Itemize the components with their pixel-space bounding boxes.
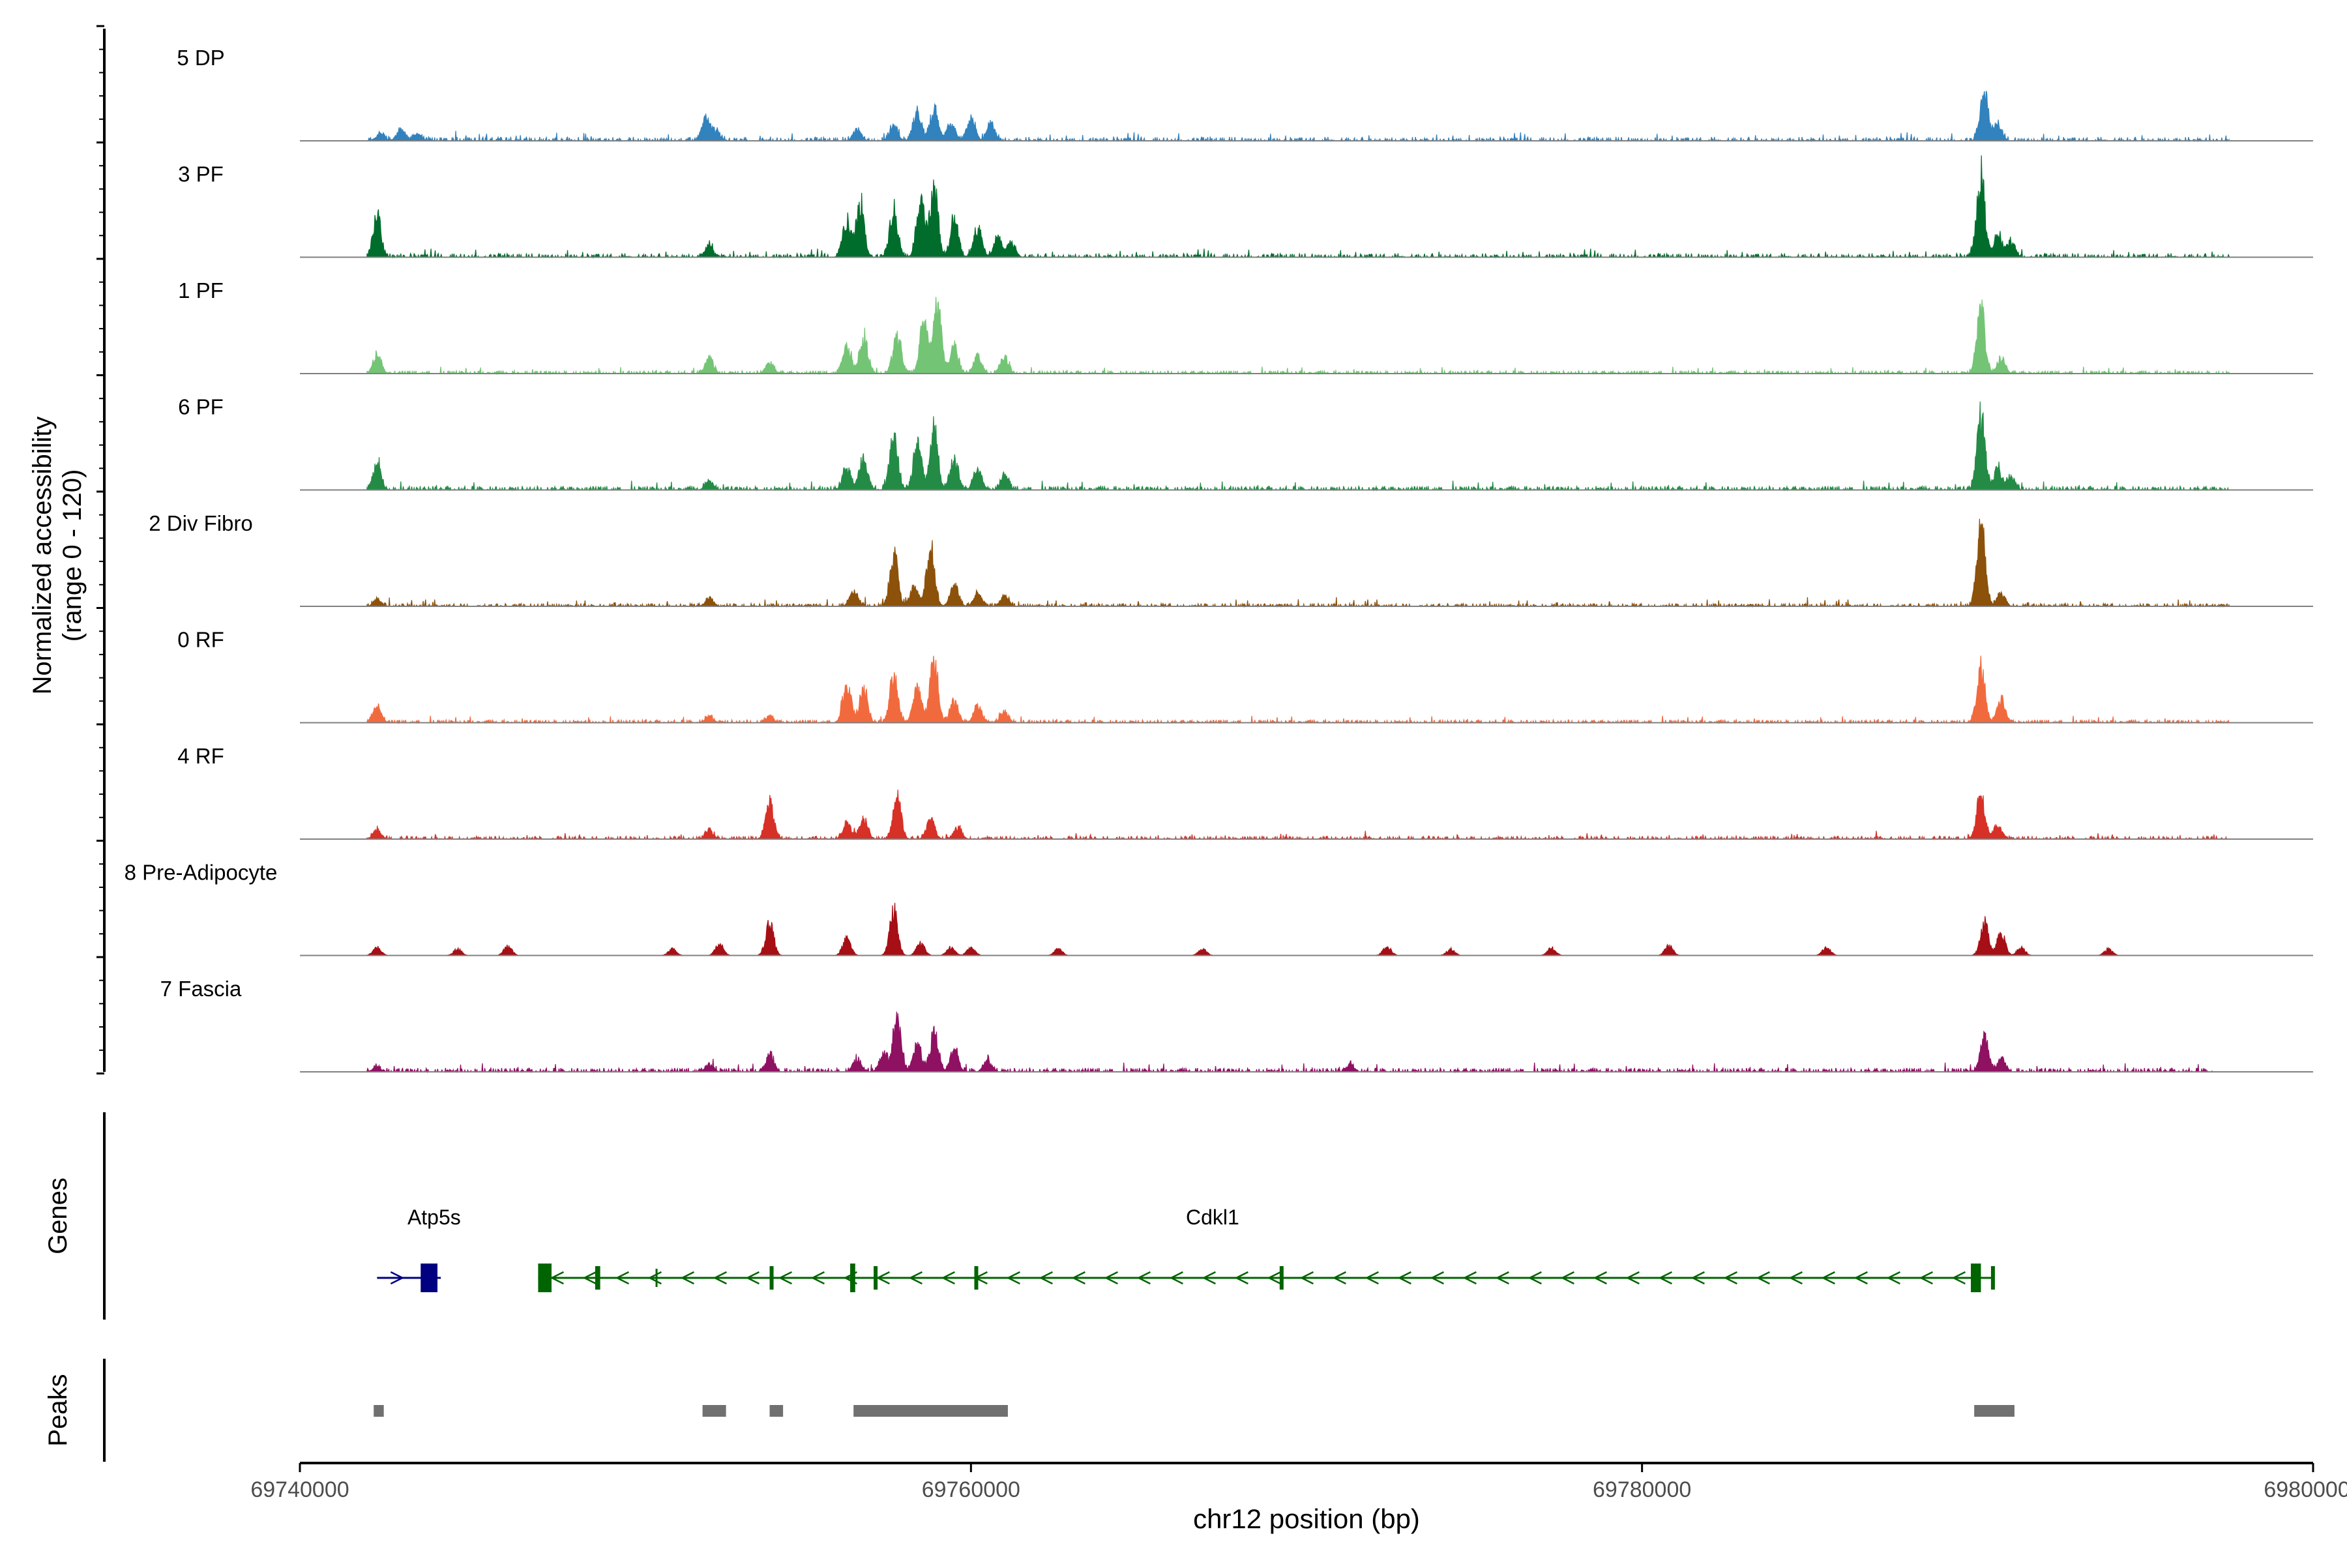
strand-arrow xyxy=(1430,1271,1444,1285)
tracks-layer: 5 DP 3 PF 1 PF 6 PF 2 Div Fibro 0 RF 4 RF 8 Pre… xyxy=(125,46,2313,1074)
track-label: 8 Pre-Adipocyte xyxy=(125,861,278,885)
gene-exon xyxy=(595,1266,600,1290)
axes-layer: 69740000 69760000 69780000 69800000 xyxy=(96,25,2347,1502)
strand-arrow xyxy=(810,1271,825,1285)
strand-arrow xyxy=(1951,1271,1966,1285)
strand-arrow xyxy=(1625,1271,1640,1285)
strand-arrow xyxy=(778,1271,792,1285)
track-label: 6 PF xyxy=(178,395,224,419)
coverage-track: 0 RF xyxy=(177,628,2313,724)
track-label: 2 Div Fibro xyxy=(149,511,253,535)
peaks-axis-label: Peaks xyxy=(44,1374,72,1446)
strand-arrow xyxy=(1788,1271,1803,1285)
strand-arrow xyxy=(1234,1271,1248,1285)
x-tick-label: 69740000 xyxy=(250,1477,349,1502)
strand-arrow xyxy=(1039,1271,1053,1285)
strand-arrow xyxy=(908,1271,923,1285)
peak-region xyxy=(702,1405,726,1417)
strand-arrow xyxy=(1169,1271,1183,1285)
track-label: 4 RF xyxy=(177,744,224,768)
gene-exon xyxy=(974,1266,979,1290)
strand-arrow xyxy=(1723,1271,1737,1285)
coverage-track: 1 PF xyxy=(178,278,2313,376)
strand-arrow xyxy=(1397,1271,1411,1285)
gene-exon xyxy=(1971,1264,1981,1292)
gene-exon xyxy=(1990,1266,1995,1290)
strand-arrow xyxy=(876,1271,890,1285)
coverage-track: 5 DP xyxy=(177,46,2313,143)
gene-exon xyxy=(769,1266,774,1290)
gene-label: Cdkl1 xyxy=(1186,1206,1239,1229)
y-axis-label: Normalized accessibility xyxy=(28,417,57,695)
track-label: 0 RF xyxy=(177,628,224,652)
peak-region xyxy=(853,1405,1008,1417)
coverage-track: 3 PF xyxy=(178,155,2313,259)
coverage-track: 4 RF xyxy=(177,744,2313,841)
peak-region xyxy=(769,1405,784,1417)
coverage-track: 2 Div Fibro xyxy=(149,511,2313,608)
strand-arrow xyxy=(1886,1271,1900,1285)
gene-exon xyxy=(655,1269,658,1287)
gene-exon xyxy=(874,1266,878,1290)
strand-arrow xyxy=(1104,1271,1118,1285)
strand-arrow xyxy=(1495,1271,1509,1285)
strand-arrow xyxy=(1267,1271,1281,1285)
coverage-track: 6 PF xyxy=(178,395,2313,492)
gene-exon xyxy=(538,1264,552,1292)
x-tick-label: 69760000 xyxy=(922,1477,1020,1502)
track-label: 1 PF xyxy=(178,278,224,303)
gene-model: Cdkl1 xyxy=(538,1206,1995,1292)
strand-arrow xyxy=(1299,1271,1314,1285)
gene-exon xyxy=(1279,1266,1284,1290)
peak-region xyxy=(1974,1405,2015,1417)
strand-arrow xyxy=(1560,1271,1574,1285)
peaks-layer xyxy=(374,1405,2015,1417)
strand-arrow xyxy=(745,1271,760,1285)
gene-exon xyxy=(421,1264,438,1292)
track-label: 3 PF xyxy=(178,162,224,186)
genes-layer: Atp5s Cdkl1 xyxy=(377,1206,1995,1292)
coverage-track: 8 Pre-Adipocyte xyxy=(125,861,2313,956)
gene-model: Atp5s xyxy=(377,1206,461,1292)
coverage-track: 7 Fascia xyxy=(160,977,2313,1074)
strand-arrow xyxy=(550,1271,564,1285)
strand-arrow xyxy=(941,1271,955,1285)
strand-arrow xyxy=(1658,1271,1672,1285)
genes-axis-label: Genes xyxy=(44,1177,72,1254)
gene-label: Atp5s xyxy=(407,1206,461,1229)
strand-arrow xyxy=(1821,1271,1835,1285)
strand-arrow xyxy=(1071,1271,1085,1285)
strand-arrow xyxy=(1365,1271,1379,1285)
gene-exon xyxy=(850,1264,855,1292)
strand-arrow xyxy=(1136,1271,1151,1285)
strand-arrow xyxy=(615,1271,629,1285)
strand-arrow xyxy=(1756,1271,1770,1285)
strand-arrow xyxy=(1332,1271,1346,1285)
strand-arrow xyxy=(713,1271,727,1285)
strand-arrow xyxy=(1006,1271,1020,1285)
track-label: 7 Fascia xyxy=(160,977,242,1001)
strand-arrow xyxy=(1919,1271,1933,1285)
y-axis-range-label: (range 0 - 120) xyxy=(58,469,87,642)
strand-arrow xyxy=(582,1271,597,1285)
peak-region xyxy=(374,1405,384,1417)
strand-arrow xyxy=(1853,1271,1868,1285)
track-label: 5 DP xyxy=(177,46,224,70)
strand-arrow xyxy=(1462,1271,1477,1285)
x-tick-label: 69800000 xyxy=(2264,1477,2347,1502)
strand-arrow xyxy=(1593,1271,1607,1285)
strand-arrow xyxy=(390,1271,405,1285)
strand-arrow xyxy=(680,1271,694,1285)
strand-arrow xyxy=(1528,1271,1542,1285)
x-tick-label: 69780000 xyxy=(1593,1477,1691,1502)
x-axis-title: chr12 position (bp) xyxy=(1193,1503,1420,1534)
strand-arrow xyxy=(1690,1271,1705,1285)
strand-arrow xyxy=(1202,1271,1216,1285)
